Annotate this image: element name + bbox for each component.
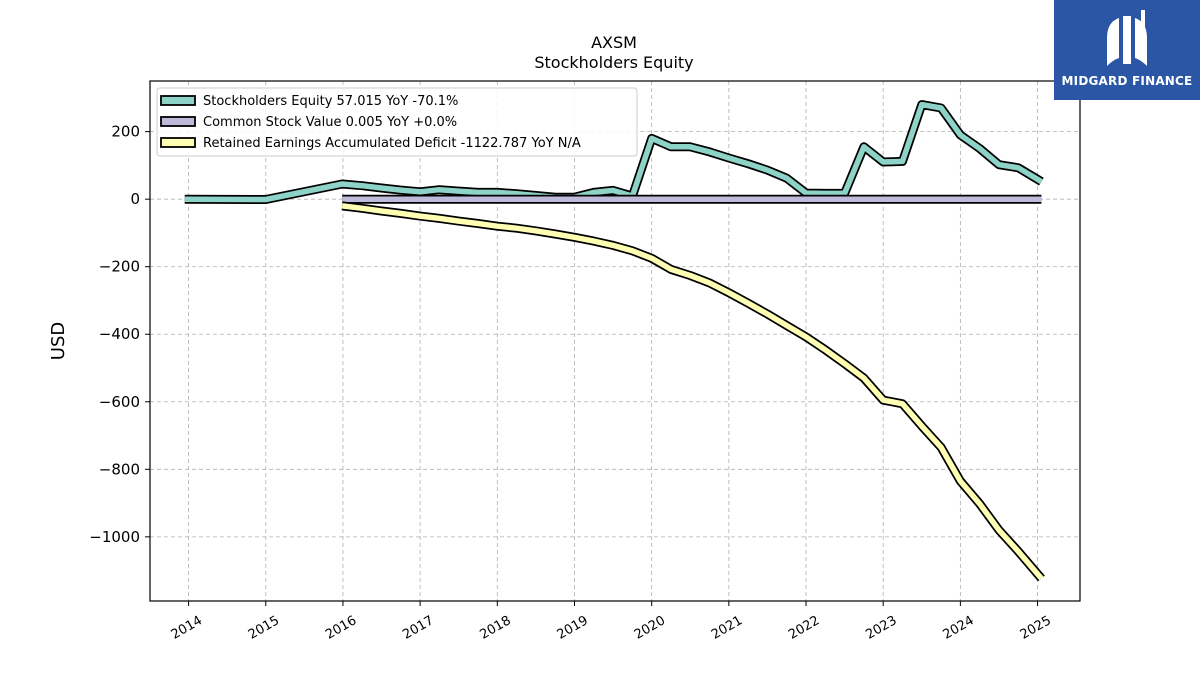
chart-subtitle: Stockholders Equity	[534, 53, 693, 72]
legend-swatch	[160, 95, 196, 106]
brand-logo: MIDGARD FINANCE	[1054, 0, 1200, 100]
legend-entry: Stockholders Equity 57.015 YoY -70.1%	[203, 94, 458, 109]
midgard-logo-icon	[1107, 10, 1147, 66]
y-tick-label: −600	[99, 393, 140, 411]
series-line	[341, 203, 1044, 581]
plot-frame	[149, 80, 1081, 602]
y-tick-label: −800	[99, 460, 140, 478]
logo-text: MIDGARD FINANCE	[1061, 74, 1193, 88]
legend-box	[156, 87, 638, 157]
chart-title: AXSM	[591, 33, 637, 52]
legend-entry: Common Stock Value 0.005 YoY +0.0%	[203, 115, 457, 130]
series-line	[184, 101, 1043, 203]
legend-entry: Retained Earnings Accumulated Deficit -1…	[203, 136, 581, 151]
y-tick-label: 0	[130, 190, 140, 208]
legend-swatch	[160, 137, 196, 148]
y-tick-label: −200	[99, 258, 140, 276]
legend: Stockholders Equity 57.015 YoY -70.1% Com…	[156, 87, 638, 157]
y-tick-label: 200	[111, 123, 140, 141]
y-tick-label: −1000	[89, 528, 140, 546]
y-tick-label: −400	[99, 325, 140, 343]
y-axis-label: USD	[48, 322, 69, 360]
legend-swatch	[160, 116, 196, 127]
series-layer	[184, 100, 1045, 582]
